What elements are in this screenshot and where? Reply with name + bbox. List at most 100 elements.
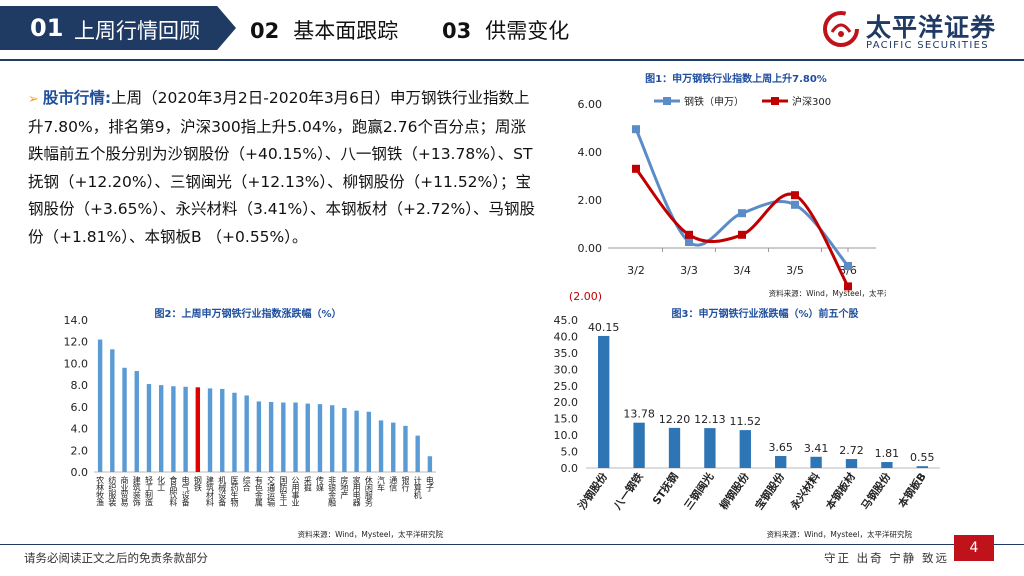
y-tick-label: 0.00 xyxy=(578,242,603,255)
data-point xyxy=(791,191,799,200)
x-tick-label: 有色金属 xyxy=(254,475,263,508)
legend-label: 钢铁（申万） xyxy=(684,95,744,108)
data-point xyxy=(844,282,852,291)
y-tick-label: 8.0 xyxy=(71,379,89,392)
logo-mark-icon xyxy=(823,11,859,47)
data-label: 13.78 xyxy=(623,408,655,421)
x-tick-label: 本钢板材 xyxy=(823,470,858,512)
bars-group: 40.15 13.78 12.20 12.13 11.52 3.65 3.41 2.72 1.8… xyxy=(588,321,935,468)
bar xyxy=(122,367,127,472)
data-label: 1.81 xyxy=(875,447,900,460)
x-tick-label: 房地产 xyxy=(340,475,349,500)
x-tick-label: 3/4 xyxy=(733,264,751,277)
tab-fundamentals[interactable]: 02 基本面跟踪 xyxy=(250,15,398,45)
header: 01 上周行情回顾 02 基本面跟踪 03 供需变化 太平洋证券 PACIFIC S… xyxy=(0,0,1024,61)
series-line-1 xyxy=(634,128,850,267)
bar xyxy=(207,388,213,472)
x-tick-label: 汽车 xyxy=(377,475,386,493)
y-tick-label: 10.0 xyxy=(554,429,579,442)
x-tick-label: 交通运输 xyxy=(267,475,276,508)
data-point xyxy=(738,209,746,218)
legend-marker xyxy=(771,97,779,105)
page-number: 4 xyxy=(954,535,994,561)
x-tick-label: 马钢股份 xyxy=(859,470,894,512)
data-label: 11.52 xyxy=(730,415,762,428)
bar xyxy=(171,386,176,472)
y-tick-label: 2.00 xyxy=(578,194,603,207)
y-tick-label: 30.0 xyxy=(554,363,579,376)
x-tick-label: 化工 xyxy=(157,475,166,492)
y-tick-label: 45.0 xyxy=(554,314,579,327)
x-tick-label: 宝钢股份 xyxy=(752,470,787,512)
y-tick-label: 6.00 xyxy=(578,98,603,111)
x-tick-label: 国防军工 xyxy=(279,476,288,507)
y-axis: 0.0 5.0 10.0 15.0 20.0 25.0 30.0 35.0 40.0 45.0 xyxy=(554,314,940,475)
slogan-text: 守正 出奇 宁静 致远 xyxy=(824,551,949,565)
legend-label: 沪深300 xyxy=(792,95,831,108)
bar xyxy=(146,384,152,472)
y-tick-label: 0.0 xyxy=(71,466,89,479)
bar xyxy=(845,459,858,468)
market-heading: 股市行情: xyxy=(42,89,112,107)
bar xyxy=(354,410,359,472)
header-divider xyxy=(0,59,1024,61)
bar xyxy=(232,392,237,472)
bar xyxy=(916,466,928,468)
x-tick-label: 采掘 xyxy=(303,475,312,493)
bullet-arrow-icon: ➢ xyxy=(28,92,39,107)
legend-marker xyxy=(663,97,671,105)
bar xyxy=(293,402,298,472)
x-tick-label: 农林牧渔 xyxy=(96,475,105,507)
x-tick-label: 本钢板B xyxy=(895,470,928,510)
y-tick-label: 12.0 xyxy=(64,336,89,349)
y-axis: 0.0 2.0 4.0 6.0 8.0 10.0 12.0 14.0 xyxy=(64,314,436,479)
chart-title: 图3：申万钢铁行业涨跌幅（%）前五个股 xyxy=(672,307,860,320)
data-point xyxy=(791,200,799,209)
bar xyxy=(244,395,249,472)
data-label: 3.65 xyxy=(768,441,793,454)
tab-market-review[interactable]: 01 上周行情回顾 xyxy=(0,6,236,50)
y-tick-label: 2.0 xyxy=(71,444,89,457)
data-point xyxy=(738,230,746,239)
bar xyxy=(378,420,384,472)
bar xyxy=(158,385,164,472)
chart-source: 资料来源：Wind，Mysteel，太平洋研究院 xyxy=(767,529,913,539)
bar xyxy=(183,386,188,472)
tab-number: 01 xyxy=(30,14,64,42)
bar xyxy=(598,335,610,468)
tab-label: 供需变化 xyxy=(485,19,570,43)
tab-label: 基本面跟踪 xyxy=(293,19,399,43)
y-tick-label: 6.0 xyxy=(71,401,89,414)
line-chart-index: 图1：申万钢铁行业指数上周上升7.80% 钢铁（申万） 沪深300 (2.00) 0… xyxy=(569,72,886,303)
x-tick-label: 轻工制造 xyxy=(144,475,153,508)
x-axis: 农林牧渔 纺织服装 商业贸易 建筑装饰 轻工制造 化工 食品饮料 电气设备 钢铁 建筑材料 机械设备… xyxy=(96,475,435,508)
tab-label: 上周行情回顾 xyxy=(74,19,200,43)
bar xyxy=(134,371,139,472)
x-tick-label: 休闲服务 xyxy=(364,475,373,508)
data-label: 12.20 xyxy=(659,413,691,426)
tab-number: 03 xyxy=(442,19,472,43)
x-tick-label: 电子 xyxy=(425,475,434,492)
tab-supply-demand[interactable]: 03 供需变化 xyxy=(442,15,569,45)
x-tick-label: 3/2 xyxy=(627,264,645,277)
chart-title: 图2：上周申万钢铁行业指数涨跌幅（%） xyxy=(155,307,342,320)
data-label: 40.15 xyxy=(588,321,620,334)
x-tick-label: 3/5 xyxy=(786,264,804,277)
x-tick-label: 通信 xyxy=(389,475,398,493)
x-tick-label: 医药生物 xyxy=(230,476,239,508)
chart-legend: 钢铁（申万） 沪深300 xyxy=(654,95,831,108)
x-tick-label: 综合 xyxy=(242,475,251,493)
x-tick-label: 公用事业 xyxy=(291,476,300,507)
bar xyxy=(810,456,822,468)
bar xyxy=(366,411,372,472)
bar xyxy=(220,388,225,472)
tab-number: 02 xyxy=(250,19,280,43)
bar xyxy=(668,427,681,468)
y-tick-label: 14.0 xyxy=(64,314,89,327)
data-point xyxy=(632,164,640,173)
x-tick-label: 计算机 xyxy=(413,475,422,500)
bar xyxy=(739,430,751,468)
y-tick-label: 5.0 xyxy=(561,446,579,459)
x-tick-label: 建筑材料 xyxy=(206,475,215,508)
x-tick-label: 纺织服装 xyxy=(108,475,117,508)
